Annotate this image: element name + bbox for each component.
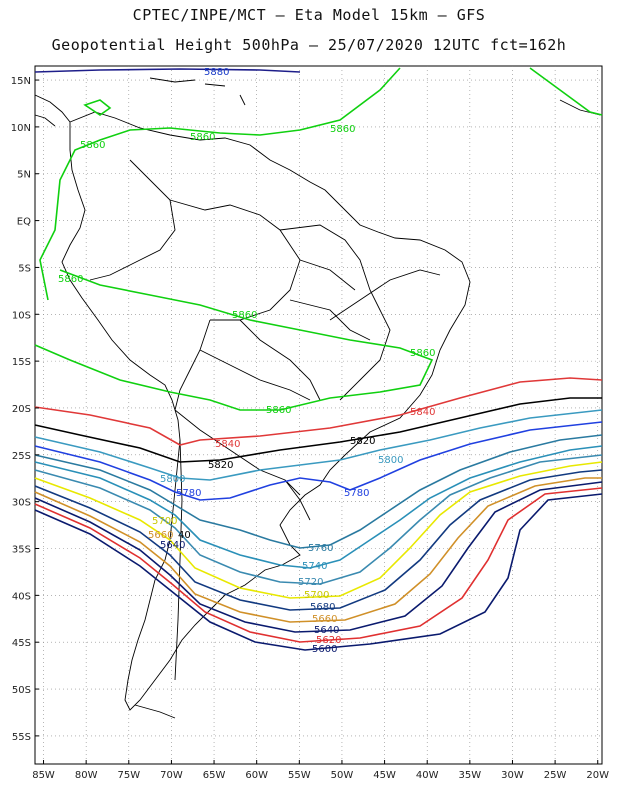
contour-labels: 5880 5860 5860 5860 5860 5860 5860 5860 … [58,67,435,655]
lat-tick-label: 35S [12,545,31,556]
label-5660: 5660 [312,614,337,625]
label-40: 40 [178,530,191,541]
lon-tick-label: 30W [501,770,524,781]
label-5880: 5880 [204,67,229,78]
label-5600: 5600 [312,644,337,655]
contour-5780 [34,421,603,501]
lon-tick-label: 60W [245,770,268,781]
label-5700: 5700 [304,590,329,601]
label-5840-a: 5840 [410,407,435,418]
label-5720: 5720 [298,577,323,588]
lon-tick-label: 25W [544,770,567,781]
lat-tick-label: 5N [17,170,31,181]
label-5860-b: 5860 [190,132,215,143]
lon-tick-label: 55W [288,770,311,781]
label-5860-c: 5860 [330,124,355,135]
contour-5620 [34,487,603,643]
contour-5600 [34,493,603,651]
contour-5840 [34,377,603,446]
label-5700-a: 5700 [152,516,177,527]
label-5860-e: 5860 [232,310,257,321]
lat-tick-label: 30S [12,498,31,509]
lon-tick-label: 50W [331,770,354,781]
contour-5860-northeast [529,67,603,116]
lat-tick-label: 10N [11,123,31,134]
lon-tick-label: 65W [203,770,226,781]
lat-tick-label: EQ [17,217,31,228]
label-5860-d: 5860 [58,274,83,285]
label-5820-a: 5820 [350,436,375,447]
contour-5860-cell [83,99,112,116]
lon-tick-label: 75W [117,770,140,781]
map-frame [34,65,603,765]
lat-tick-label: 10S [12,310,31,321]
contour-5700 [34,461,603,599]
label-5780-a: 5780 [176,488,201,499]
lon-tick-label: 45W [373,770,396,781]
contour-5800 [34,409,603,481]
graticule [35,66,602,764]
geopotential-contours [34,67,603,651]
label-5760: 5760 [308,543,333,554]
lon-tick-label: 85W [32,770,55,781]
label-5740: 5740 [302,561,327,572]
lon-tick-label: 20W [586,770,609,781]
label-5820-b: 5820 [208,460,233,471]
lon-tick-label: 70W [160,770,183,781]
contour-5760 [34,434,603,549]
latitude-labels: 15N 10N 5N EQ 5S 10S 15S 20S 25S 30S 35S 40S 45S 50S 5… [11,76,39,743]
contour-5820 [34,397,602,463]
label-5840-b: 5840 [215,439,240,450]
contour-5740 [34,445,603,569]
contour-5640 [34,481,603,633]
contour-5860-south [34,269,434,411]
label-5660-a: 5660 [148,530,173,541]
label-5640: 5640 [314,625,339,636]
contour-5860-north [39,67,401,301]
label-5860-g: 5860 [266,405,291,416]
lon-tick-label: 80W [75,770,98,781]
label-5800-a: 5800 [378,455,403,466]
lon-tick-label: 35W [459,770,482,781]
lat-tick-label: 45S [12,638,31,649]
lat-tick-label: 15S [12,357,31,368]
contour-5720 [34,454,603,585]
label-5780-b: 5780 [344,488,369,499]
longitude-labels: 85W 80W 75W 70W 65W 60W 55W 50W 45W 40W 35W 30W 25W 2… [32,760,609,781]
lat-tick-label: 55S [12,732,31,743]
lat-tick-label: 50S [12,685,31,696]
lat-tick-label: 25S [12,451,31,462]
contour-5660 [34,477,602,623]
lat-tick-label: 5S [18,263,31,274]
lon-tick-label: 40W [416,770,439,781]
lat-tick-label: 20S [12,404,31,415]
label-5800-b: 5800 [160,474,185,485]
lat-tick-label: 15N [11,76,31,87]
map-title-line1: CPTEC/INPE/MCT – Eta Model 15km – GFS [132,6,486,24]
label-5860-a: 5860 [80,140,105,151]
label-5860-f: 5860 [410,348,435,359]
label-5680: 5680 [310,602,335,613]
lat-tick-label: 40S [12,591,31,602]
label-5620: 5620 [316,635,341,646]
contour-5880 [34,68,301,73]
label-5640-a: 5640 [160,540,185,551]
map-title-line2: Geopotential Height 500hPa – 25/07/2020 … [51,36,567,54]
contour-5680 [34,469,603,611]
